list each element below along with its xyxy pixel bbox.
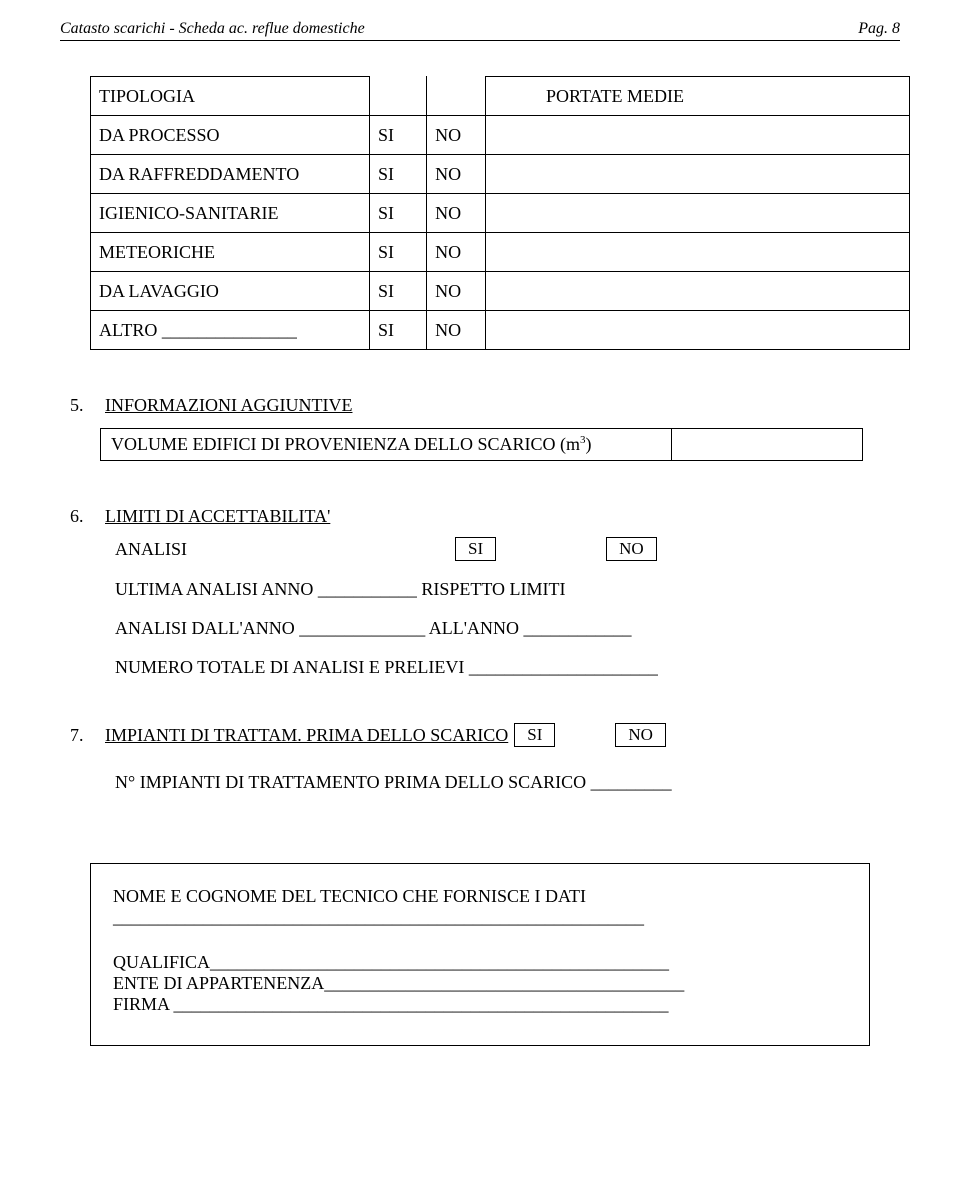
analisi-si-box[interactable]: SI — [455, 537, 496, 561]
row-portate[interactable] — [486, 272, 910, 311]
row-no: NO — [427, 272, 486, 311]
volume-value-box[interactable] — [672, 428, 863, 461]
table-row: DA RAFFREDDAMENTO SI NO — [91, 155, 910, 194]
row-label: DA LAVAGGIO — [91, 272, 370, 311]
header-left: Catasto scarichi - Scheda ac. reflue dom… — [60, 20, 365, 38]
tipologia-table: TIPOLOGIA PORTATE MEDIE DA PROCESSO SI N… — [90, 76, 910, 350]
section-6-title: LIMITI DI ACCETTABILITA' — [105, 506, 330, 527]
row-si: SI — [369, 311, 426, 350]
section-6-num: 6. — [70, 506, 105, 527]
section-7: 7. IMPIANTI DI TRATTAM. PRIMA DELLO SCAR… — [70, 723, 900, 793]
sig-ente[interactable]: ENTE DI APPARTENENZA____________________… — [113, 973, 847, 994]
th-tipologia: TIPOLOGIA — [91, 77, 370, 116]
sig-qualifica[interactable]: QUALIFICA_______________________________… — [113, 952, 847, 973]
vol-pre: VOLUME EDIFICI DI PROVENIENZA DELLO SCAR… — [111, 434, 580, 454]
section6-line3: NUMERO TOTALE DI ANALISI E PRELIEVI ____… — [115, 657, 900, 678]
signature-box: NOME E COGNOME DEL TECNICO CHE FORNISCE … — [90, 863, 870, 1046]
table-row: METEORICHE SI NO — [91, 233, 910, 272]
sig-under1[interactable]: ________________________________________… — [113, 907, 847, 928]
row-portate[interactable] — [486, 116, 910, 155]
section-5-num: 5. — [70, 395, 105, 416]
row-label: METEORICHE — [91, 233, 370, 272]
row-label: DA PROCESSO — [91, 116, 370, 155]
section7-line1: N° IMPIANTI DI TRATTAMENTO PRIMA DELLO S… — [115, 772, 900, 793]
analisi-label: ANALISI — [115, 539, 445, 560]
th-blank-no — [427, 77, 486, 116]
row-si: SI — [369, 116, 426, 155]
table-row: ALTRO _______________ SI NO — [91, 311, 910, 350]
section-5: 5. INFORMAZIONI AGGIUNTIVE VOLUME EDIFIC… — [70, 395, 900, 461]
trattam-si-box[interactable]: SI — [514, 723, 555, 747]
section6-line2: ANALISI DALL'ANNO ______________ ALL'ANN… — [115, 618, 900, 639]
row-no: NO — [427, 155, 486, 194]
analisi-no-box[interactable]: NO — [606, 537, 657, 561]
section6-line1: ULTIMA ANALISI ANNO ___________ RISPETTO… — [115, 579, 900, 600]
row-si: SI — [369, 194, 426, 233]
row-no: NO — [427, 233, 486, 272]
th-portate: PORTATE MEDIE — [486, 77, 910, 116]
volume-label-box: VOLUME EDIFICI DI PROVENIENZA DELLO SCAR… — [100, 428, 672, 461]
row-si: SI — [369, 233, 426, 272]
row-no: NO — [427, 116, 486, 155]
trattam-no-box[interactable]: NO — [615, 723, 666, 747]
table-row: IGIENICO-SANITARIE SI NO — [91, 194, 910, 233]
row-label: ALTRO _______________ — [91, 311, 370, 350]
section-5-title: INFORMAZIONI AGGIUNTIVE — [105, 395, 352, 416]
page-header: Catasto scarichi - Scheda ac. reflue dom… — [60, 20, 900, 41]
header-right: Pag. 8 — [858, 20, 900, 38]
row-portate[interactable] — [486, 155, 910, 194]
row-portate[interactable] — [486, 311, 910, 350]
section-6: 6. LIMITI DI ACCETTABILITA' ANALISI SI N… — [70, 506, 900, 678]
row-no: NO — [427, 311, 486, 350]
row-si: SI — [369, 155, 426, 194]
vol-post: ) — [585, 434, 591, 454]
sig-title: NOME E COGNOME DEL TECNICO CHE FORNISCE … — [113, 886, 847, 907]
sig-firma[interactable]: FIRMA __________________________________… — [113, 994, 847, 1015]
row-label: DA RAFFREDDAMENTO — [91, 155, 370, 194]
table-row: DA PROCESSO SI NO — [91, 116, 910, 155]
row-portate[interactable] — [486, 233, 910, 272]
row-no: NO — [427, 194, 486, 233]
table-row: DA LAVAGGIO SI NO — [91, 272, 910, 311]
row-si: SI — [369, 272, 426, 311]
th-blank-si — [369, 77, 426, 116]
section-7-title: IMPIANTI DI TRATTAM. PRIMA DELLO SCARICO — [105, 725, 508, 746]
row-portate[interactable] — [486, 194, 910, 233]
row-label: IGIENICO-SANITARIE — [91, 194, 370, 233]
section-7-num: 7. — [70, 725, 105, 746]
